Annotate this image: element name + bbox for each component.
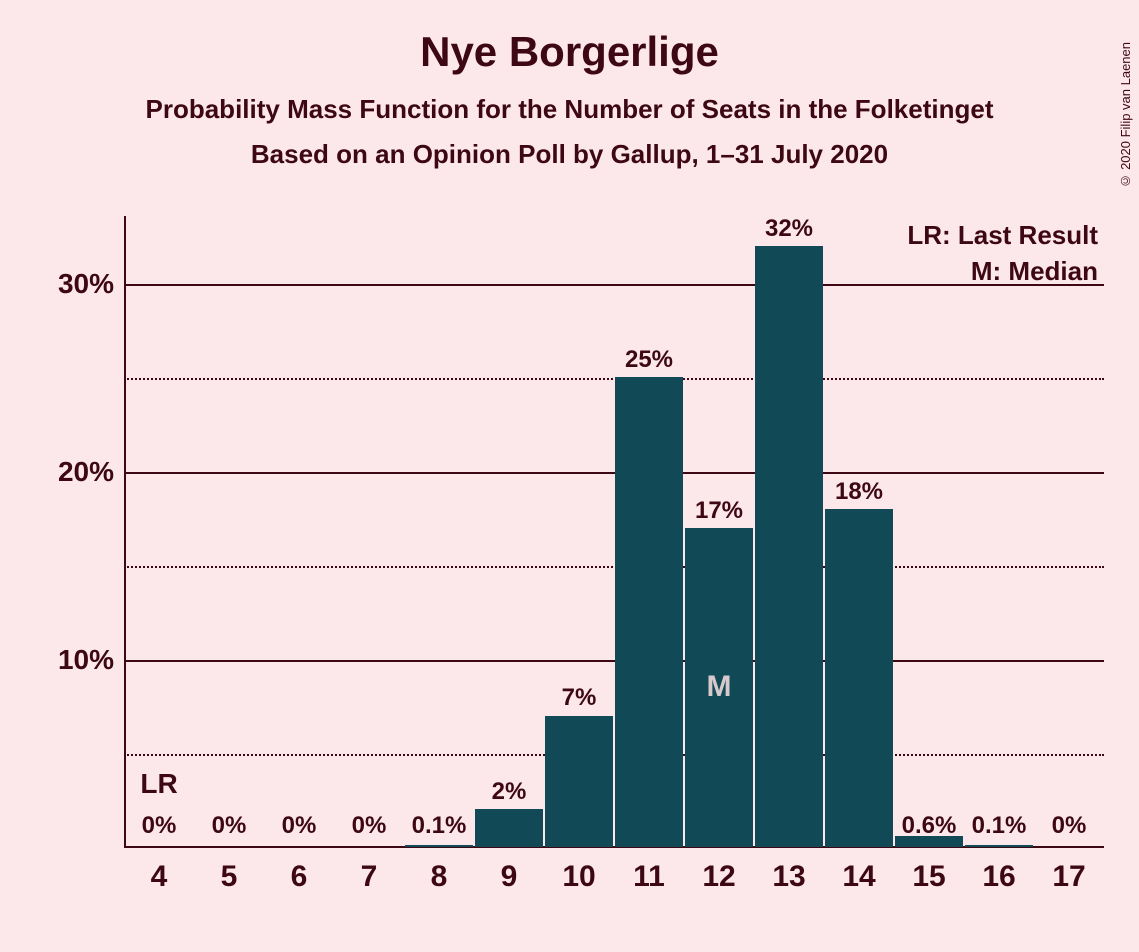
y-tick-label: 10% [34,644,114,676]
gridline-major [124,284,1104,286]
median-marker: M [707,670,732,704]
x-tick-label: 8 [431,860,448,894]
x-tick-label: 12 [702,860,735,894]
lr-marker: LR [140,768,177,800]
gridline-minor [124,754,1104,756]
bar-value-label: 32% [765,215,813,243]
bar-value-label: 18% [835,478,883,506]
chart-container: LR: Last Result M: Median 10%20%30%0%40%… [70,228,1110,908]
gridline-major [124,472,1104,474]
bar [475,809,542,847]
bar-value-label: 2% [492,778,527,806]
x-tick-label: 4 [151,860,168,894]
x-tick-label: 7 [361,860,378,894]
x-tick-label: 10 [562,860,595,894]
bar-value-label: 0.6% [902,812,957,840]
bar-value-label: 0% [352,812,387,840]
x-tick-label: 14 [842,860,875,894]
x-tick-label: 5 [221,860,238,894]
gridline-minor [124,378,1104,380]
legend-lr: LR: Last Result [907,220,1098,251]
bar [755,246,822,847]
x-tick-label: 17 [1052,860,1085,894]
chart-title: Nye Borgerlige [0,28,1139,76]
bar [965,845,1032,847]
x-tick-label: 6 [291,860,308,894]
bar [545,716,612,848]
legend-m: M: Median [971,256,1098,287]
x-tick-label: 11 [633,860,665,894]
plot-area: LR: Last Result M: Median 10%20%30%0%40%… [124,228,1104,848]
bar-value-label: 0% [142,812,177,840]
bar-value-label: 25% [625,346,673,374]
bar-value-label: 0% [282,812,317,840]
gridline-minor [124,566,1104,568]
x-tick-label: 16 [982,860,1015,894]
bar [405,845,472,847]
y-tick-label: 30% [34,268,114,300]
bar [825,509,892,847]
bar [615,377,682,847]
bar-value-label: 0% [212,812,247,840]
bar-value-label: 0.1% [972,812,1027,840]
bar-value-label: 17% [695,497,743,525]
bar-value-label: 7% [562,684,597,712]
x-tick-label: 15 [912,860,945,894]
x-tick-label: 13 [772,860,805,894]
copyright-text: © 2020 Filip van Laenen [1118,42,1133,189]
chart-subtitle-1: Probability Mass Function for the Number… [0,94,1139,125]
bar-value-label: 0.1% [412,812,467,840]
y-tick-label: 20% [34,456,114,488]
chart-subtitle-2: Based on an Opinion Poll by Gallup, 1–31… [0,139,1139,170]
bar-value-label: 0% [1052,812,1087,840]
x-tick-label: 9 [501,860,518,894]
gridline-major [124,660,1104,662]
